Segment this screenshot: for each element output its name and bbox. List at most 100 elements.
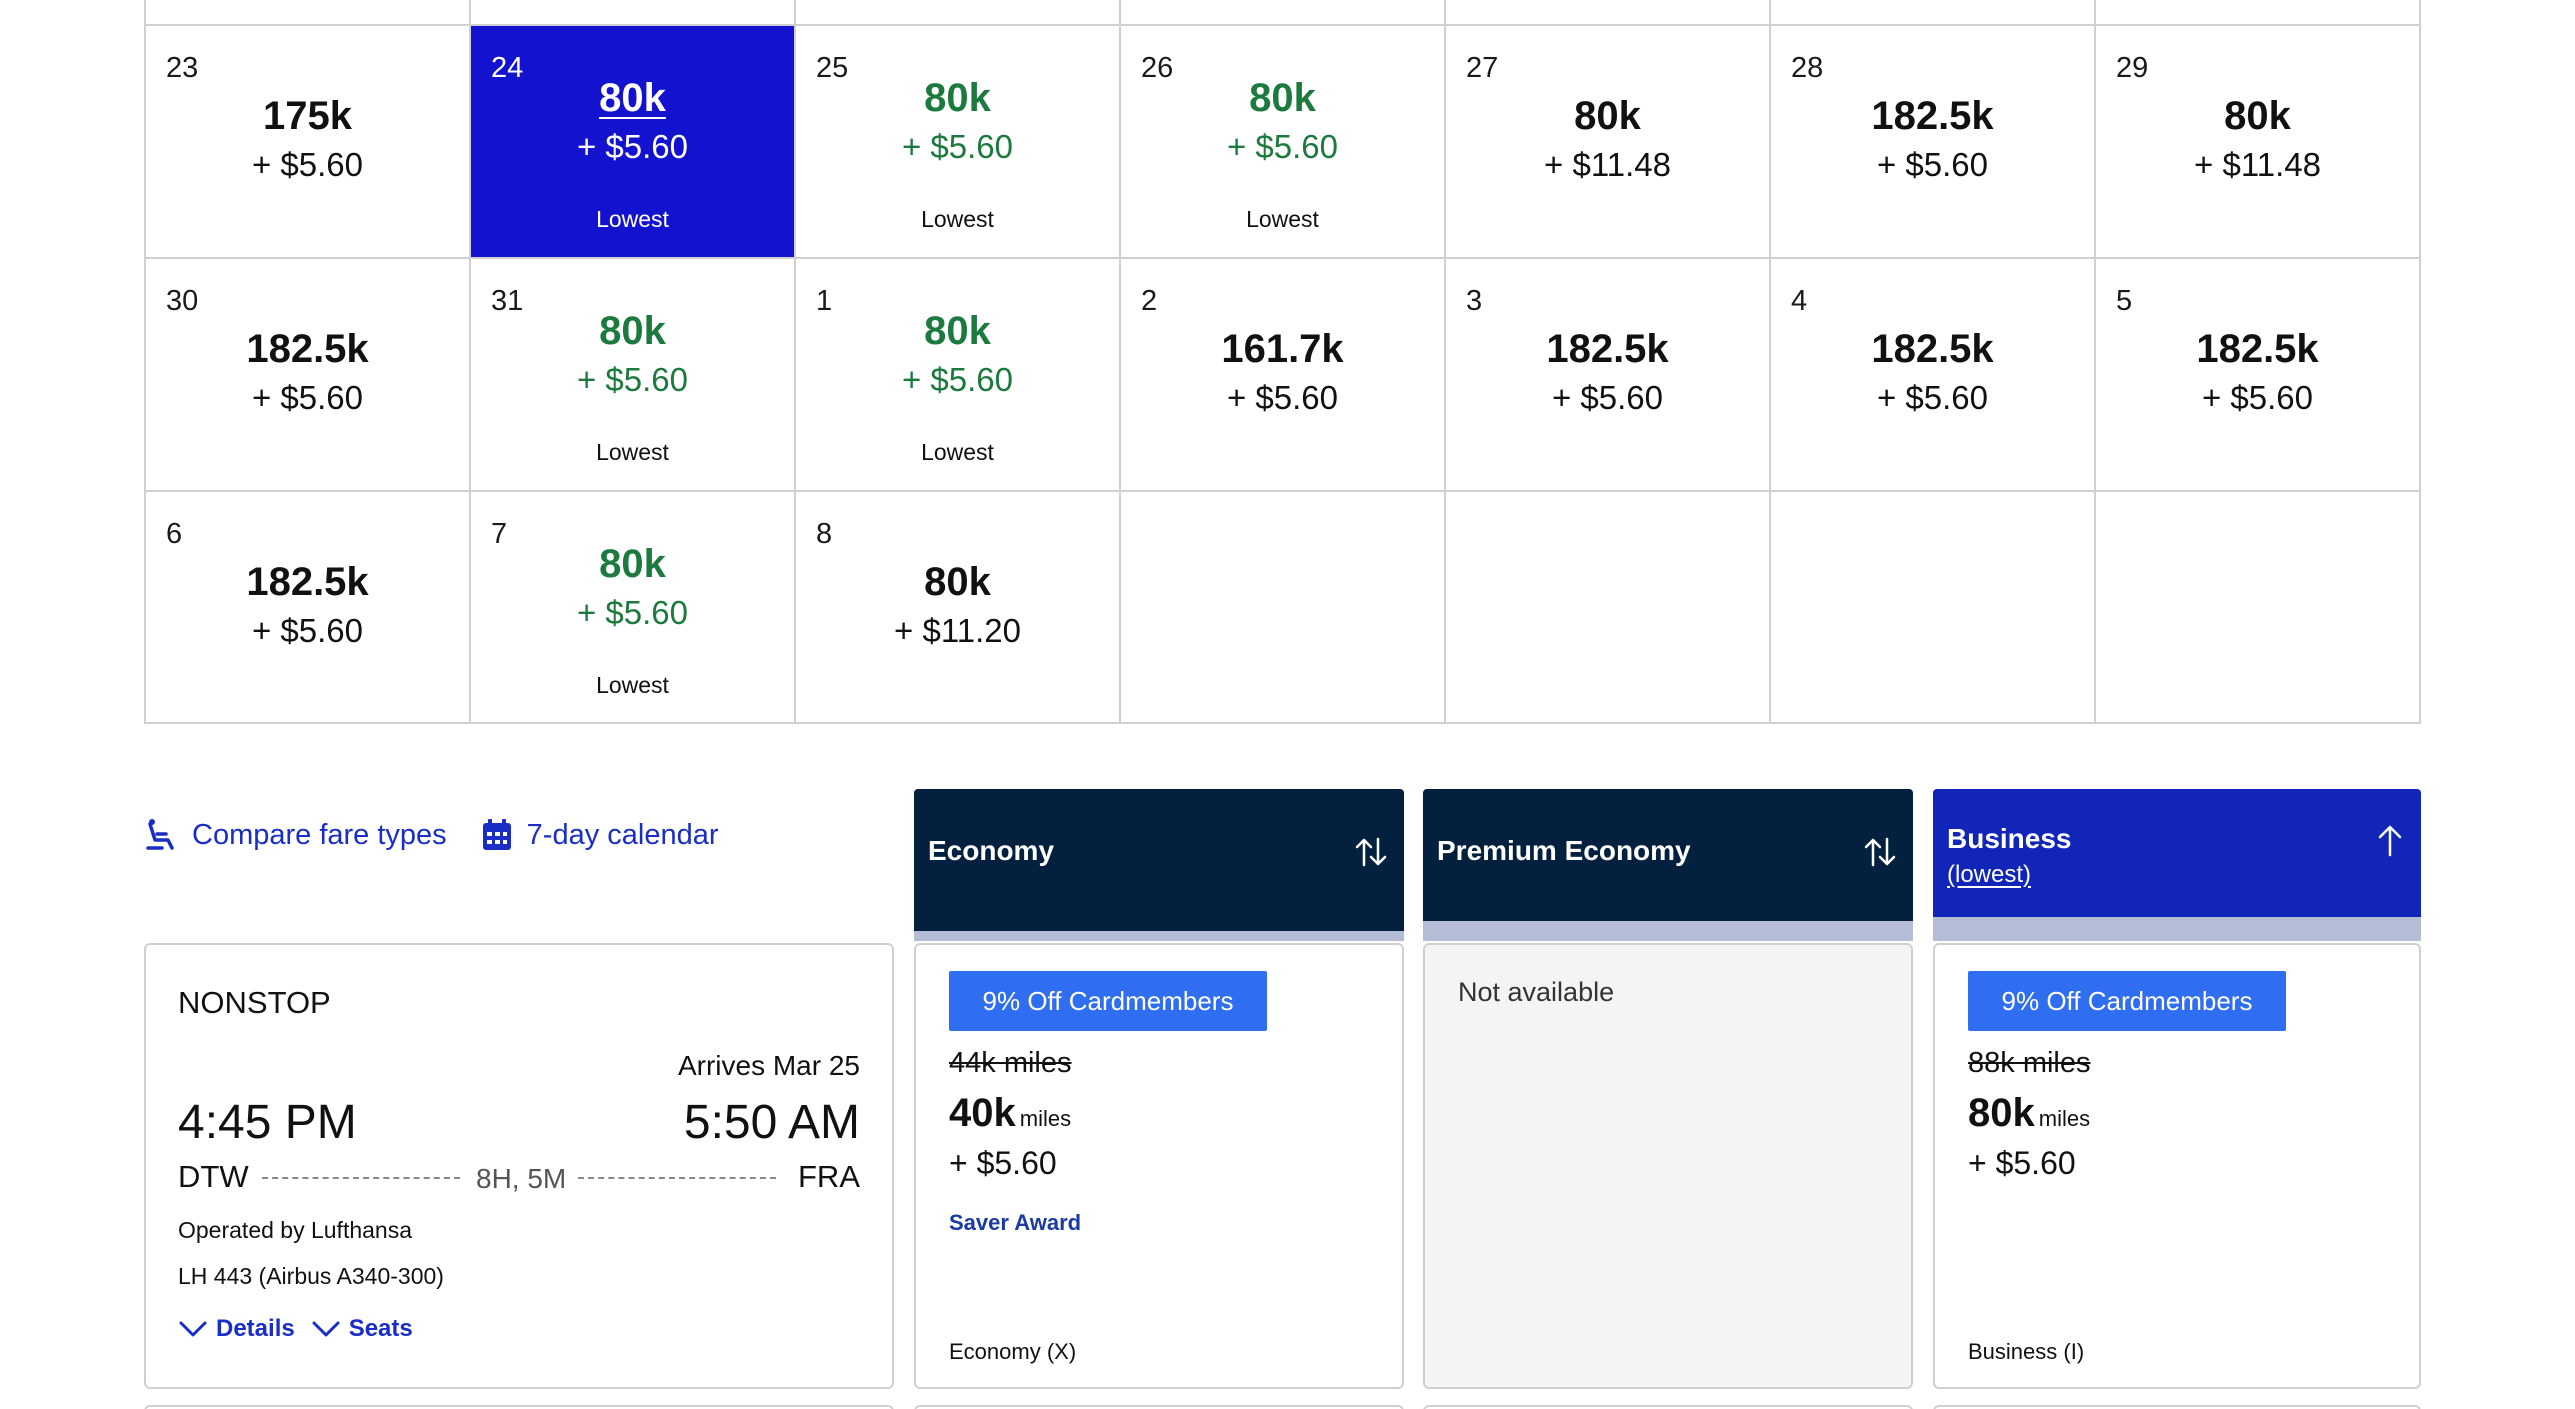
- calendar-day-cell[interactable]: 23 175k + $5.60: [146, 26, 471, 259]
- calendar-day-cell[interactable]: 24 80k + $5.60 Lowest: [471, 26, 796, 259]
- cardmember-discount-badge: 9% Off Cardmembers: [949, 971, 1267, 1031]
- calendar-day-cell[interactable]: 8 80k + $11.20: [796, 492, 1121, 724]
- calendar-day-cell[interactable]: 3 182.5k + $5.60: [1446, 259, 1771, 492]
- lowest-tag: Lowest: [596, 672, 669, 698]
- calendar-day-cell[interactable]: 29 80k + $11.48: [2096, 26, 2421, 259]
- calendar-day-cell[interactable]: 30 182.5k + $5.60: [146, 259, 471, 492]
- premium-economy-fare-card: Not available: [1423, 943, 1913, 1389]
- calendar-cell-prev: [1121, 0, 1446, 26]
- premium-header-bar: [1423, 921, 1913, 941]
- day-fee: + $5.60: [1226, 128, 1339, 165]
- sort-icon[interactable]: [1863, 835, 1897, 869]
- day-number: 7: [491, 518, 508, 550]
- day-fee: + $11.48: [2194, 146, 2321, 183]
- calendar-day-cell[interactable]: 31 80k + $5.60 Lowest: [471, 259, 796, 492]
- sort-ascending-icon[interactable]: [2375, 823, 2405, 857]
- day-fee: + $5.60: [1876, 379, 1989, 416]
- day-fee: + $5.60: [1551, 379, 1664, 416]
- next-flight-card: [144, 1405, 894, 1409]
- economy-header-bar: [914, 931, 1404, 941]
- discounted-miles: 80k miles: [1968, 1091, 2090, 1136]
- calendar-day-cell[interactable]: 2 161.7k + $5.60: [1121, 259, 1446, 492]
- day-number: 3: [1466, 285, 1483, 317]
- day-fee: + $5.60: [251, 146, 364, 183]
- lowest-tag: Lowest: [1246, 206, 1319, 232]
- day-number: 30: [166, 285, 199, 317]
- calendar-day-cell[interactable]: 25 80k + $5.60 Lowest: [796, 26, 1121, 259]
- details-label: Details: [216, 1315, 295, 1342]
- economy-column-header[interactable]: Economy: [914, 789, 1404, 941]
- miles-value: 40k: [949, 1091, 1016, 1135]
- day-miles: 182.5k: [246, 327, 369, 371]
- operating-carrier: Operated by Lufthansa: [178, 1217, 412, 1243]
- calendar-cell-prev: [1446, 0, 1771, 26]
- seats-label: Seats: [348, 1315, 413, 1342]
- day-miles: 80k: [599, 542, 666, 586]
- economy-fare-card[interactable]: 9% Off Cardmembers 44k miles 40k miles + …: [914, 943, 1404, 1389]
- day-number: 4: [1791, 285, 1808, 317]
- details-toggle[interactable]: Details: [178, 1315, 295, 1343]
- seven-day-calendar-label: 7-day calendar: [526, 818, 719, 851]
- calendar-day-cell[interactable]: 1 80k + $5.60 Lowest: [796, 259, 1121, 492]
- fare-class: Economy (X): [949, 1339, 1077, 1364]
- calendar-day-cell[interactable]: 26 80k + $5.60 Lowest: [1121, 26, 1446, 259]
- day-miles: 80k: [924, 76, 991, 120]
- day-number: 1: [816, 285, 833, 317]
- next-fare-card: [1933, 1405, 2421, 1409]
- day-miles: 80k: [2224, 94, 2291, 138]
- miles-value: 80k: [1968, 1091, 2035, 1135]
- calendar-day-cell[interactable]: 28 182.5k + $5.60: [1771, 26, 2096, 259]
- calendar-day-cell[interactable]: 7 80k + $5.60 Lowest: [471, 492, 796, 724]
- day-miles: 80k: [1249, 76, 1316, 120]
- flight-number-equipment: LH 443 (Airbus A340-300): [178, 1263, 444, 1289]
- day-miles: 161.7k: [1221, 327, 1344, 371]
- fare-class: Business (I): [1968, 1339, 2085, 1364]
- business-fare-card[interactable]: 9% Off Cardmembers 88k miles 80k miles + …: [1933, 943, 2421, 1389]
- seat-icon: [146, 819, 174, 850]
- day-number: 23: [166, 52, 199, 84]
- seats-toggle[interactable]: Seats: [311, 1315, 413, 1343]
- day-fee: + $5.60: [1876, 146, 1989, 183]
- fare-calendar: 23 175k + $5.60 24 80k + $5.60 Lowest 25 80k + $5…: [144, 0, 2421, 724]
- chevron-down-icon: [312, 1321, 340, 1337]
- calendar-day-cell[interactable]: 6 182.5k + $5.60: [146, 492, 471, 724]
- business-lowest-link[interactable]: (lowest): [1947, 861, 2032, 888]
- fare-tools: Compare fare types 7-day calendar: [144, 818, 719, 852]
- original-miles: 44k miles: [949, 1047, 1072, 1079]
- fare-fee: + $5.60: [1968, 1145, 2076, 1181]
- calendar-cell-prev: [471, 0, 796, 26]
- chevron-down-icon: [179, 1321, 207, 1337]
- day-fee: + $5.60: [2201, 379, 2314, 416]
- calendar-cell-prev: [2096, 0, 2421, 26]
- next-fare-card: [914, 1405, 1404, 1409]
- business-header-bar: [1933, 917, 2421, 941]
- day-fee: + $5.60: [576, 361, 689, 398]
- calendar-icon: [482, 819, 511, 850]
- day-number: 25: [816, 52, 849, 84]
- lowest-tag: Lowest: [921, 439, 994, 465]
- compare-fare-types-label: Compare fare types: [192, 818, 447, 851]
- flight-duration: 8H, 5M: [476, 1163, 567, 1194]
- day-number: 28: [1791, 52, 1824, 84]
- calendar-day-cell[interactable]: 5 182.5k + $5.60: [2096, 259, 2421, 492]
- calendar-cell-empty: [1771, 492, 2096, 724]
- sort-icon[interactable]: [1354, 835, 1388, 869]
- day-fee: + $5.60: [576, 128, 689, 165]
- calendar-cell-empty: [1446, 492, 1771, 724]
- compare-fare-types-link[interactable]: Compare fare types: [144, 818, 447, 852]
- seven-day-calendar-link[interactable]: 7-day calendar: [481, 818, 719, 852]
- business-column-header[interactable]: Business (lowest): [1933, 789, 2421, 917]
- day-miles: 182.5k: [246, 560, 369, 604]
- day-miles: 80k: [924, 560, 991, 604]
- calendar-day-cell[interactable]: 4 182.5k + $5.60: [1771, 259, 2096, 492]
- day-number: 29: [2116, 52, 2149, 84]
- day-miles: 80k: [924, 309, 991, 353]
- day-miles: 182.5k: [1871, 327, 1994, 371]
- calendar-day-cell[interactable]: 27 80k + $11.48: [1446, 26, 1771, 259]
- next-fare-card: [1423, 1405, 1913, 1409]
- flight-card: NONSTOP Arrives Mar 25 4:45 PM 5:50 AM D…: [144, 943, 894, 1389]
- destination-airport: FRA: [798, 1159, 860, 1194]
- lowest-tag: Lowest: [596, 206, 669, 232]
- day-number: 6: [166, 518, 183, 550]
- premium-economy-column-header[interactable]: Premium Economy: [1423, 789, 1913, 941]
